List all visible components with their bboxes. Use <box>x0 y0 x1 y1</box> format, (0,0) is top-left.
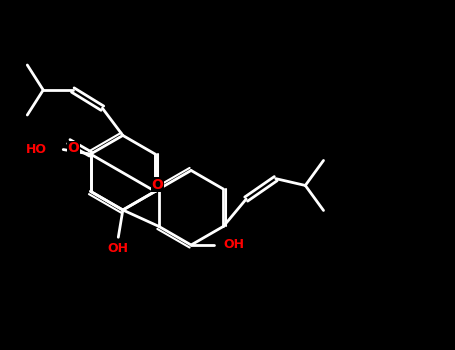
Text: OH: OH <box>108 242 129 255</box>
Text: HO: HO <box>26 143 47 156</box>
Text: O: O <box>67 141 79 155</box>
Text: OH: OH <box>224 238 245 252</box>
Text: O: O <box>152 177 163 191</box>
